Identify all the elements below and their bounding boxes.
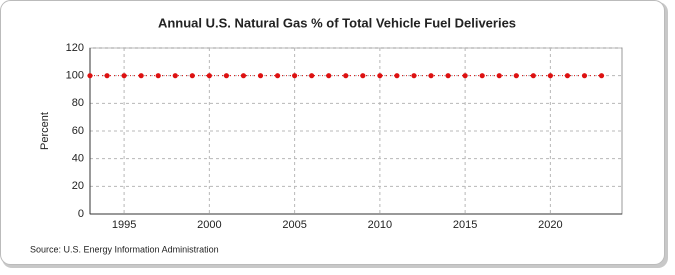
x-tick-label: 2020 xyxy=(538,219,562,231)
data-point xyxy=(309,73,315,79)
data-point xyxy=(274,73,281,79)
data-point xyxy=(445,73,451,79)
data-point xyxy=(462,73,468,79)
x-tick-label: 2010 xyxy=(368,219,392,231)
y-tick-label: 40 xyxy=(72,153,84,165)
data-point xyxy=(530,73,536,79)
data-point xyxy=(121,73,127,79)
data-point xyxy=(326,73,332,79)
data-point xyxy=(479,73,485,79)
y-axis-label: Percent xyxy=(39,112,51,150)
data-point xyxy=(257,73,264,79)
data-point xyxy=(598,73,605,79)
data-point xyxy=(547,73,553,79)
y-tick-label: 20 xyxy=(72,180,84,192)
data-point xyxy=(104,73,110,79)
x-tick-label: 1995 xyxy=(112,219,136,231)
y-tick-label: 0 xyxy=(78,208,84,220)
source-note: Source: U.S. Energy Information Administ… xyxy=(30,244,219,254)
data-point xyxy=(428,73,434,79)
data-point xyxy=(377,73,383,79)
data-point xyxy=(189,73,195,79)
data-point xyxy=(394,73,400,79)
x-tick-label: 2015 xyxy=(453,219,477,231)
data-point xyxy=(343,73,349,79)
data-point xyxy=(240,73,247,79)
data-point xyxy=(513,73,519,79)
y-tick-label: 60 xyxy=(72,125,84,137)
y-tick-label: 100 xyxy=(66,70,84,82)
data-point xyxy=(292,73,298,79)
data-point xyxy=(496,73,502,79)
data-point xyxy=(223,73,230,79)
y-tick-label: 120 xyxy=(66,42,84,54)
x-tick-label: 2005 xyxy=(282,219,306,231)
x-tick-label: 2000 xyxy=(197,219,221,231)
data-point xyxy=(564,73,571,79)
chart-title: Annual U.S. Natural Gas % of Total Vehic… xyxy=(158,15,516,30)
data-point xyxy=(155,73,161,79)
data-point xyxy=(138,73,144,79)
data-point xyxy=(87,73,93,79)
data-point xyxy=(360,73,366,79)
y-tick-label: 80 xyxy=(72,97,84,109)
data-point xyxy=(206,73,212,79)
data-point xyxy=(172,73,178,79)
data-point xyxy=(411,73,417,79)
data-point xyxy=(581,73,588,79)
